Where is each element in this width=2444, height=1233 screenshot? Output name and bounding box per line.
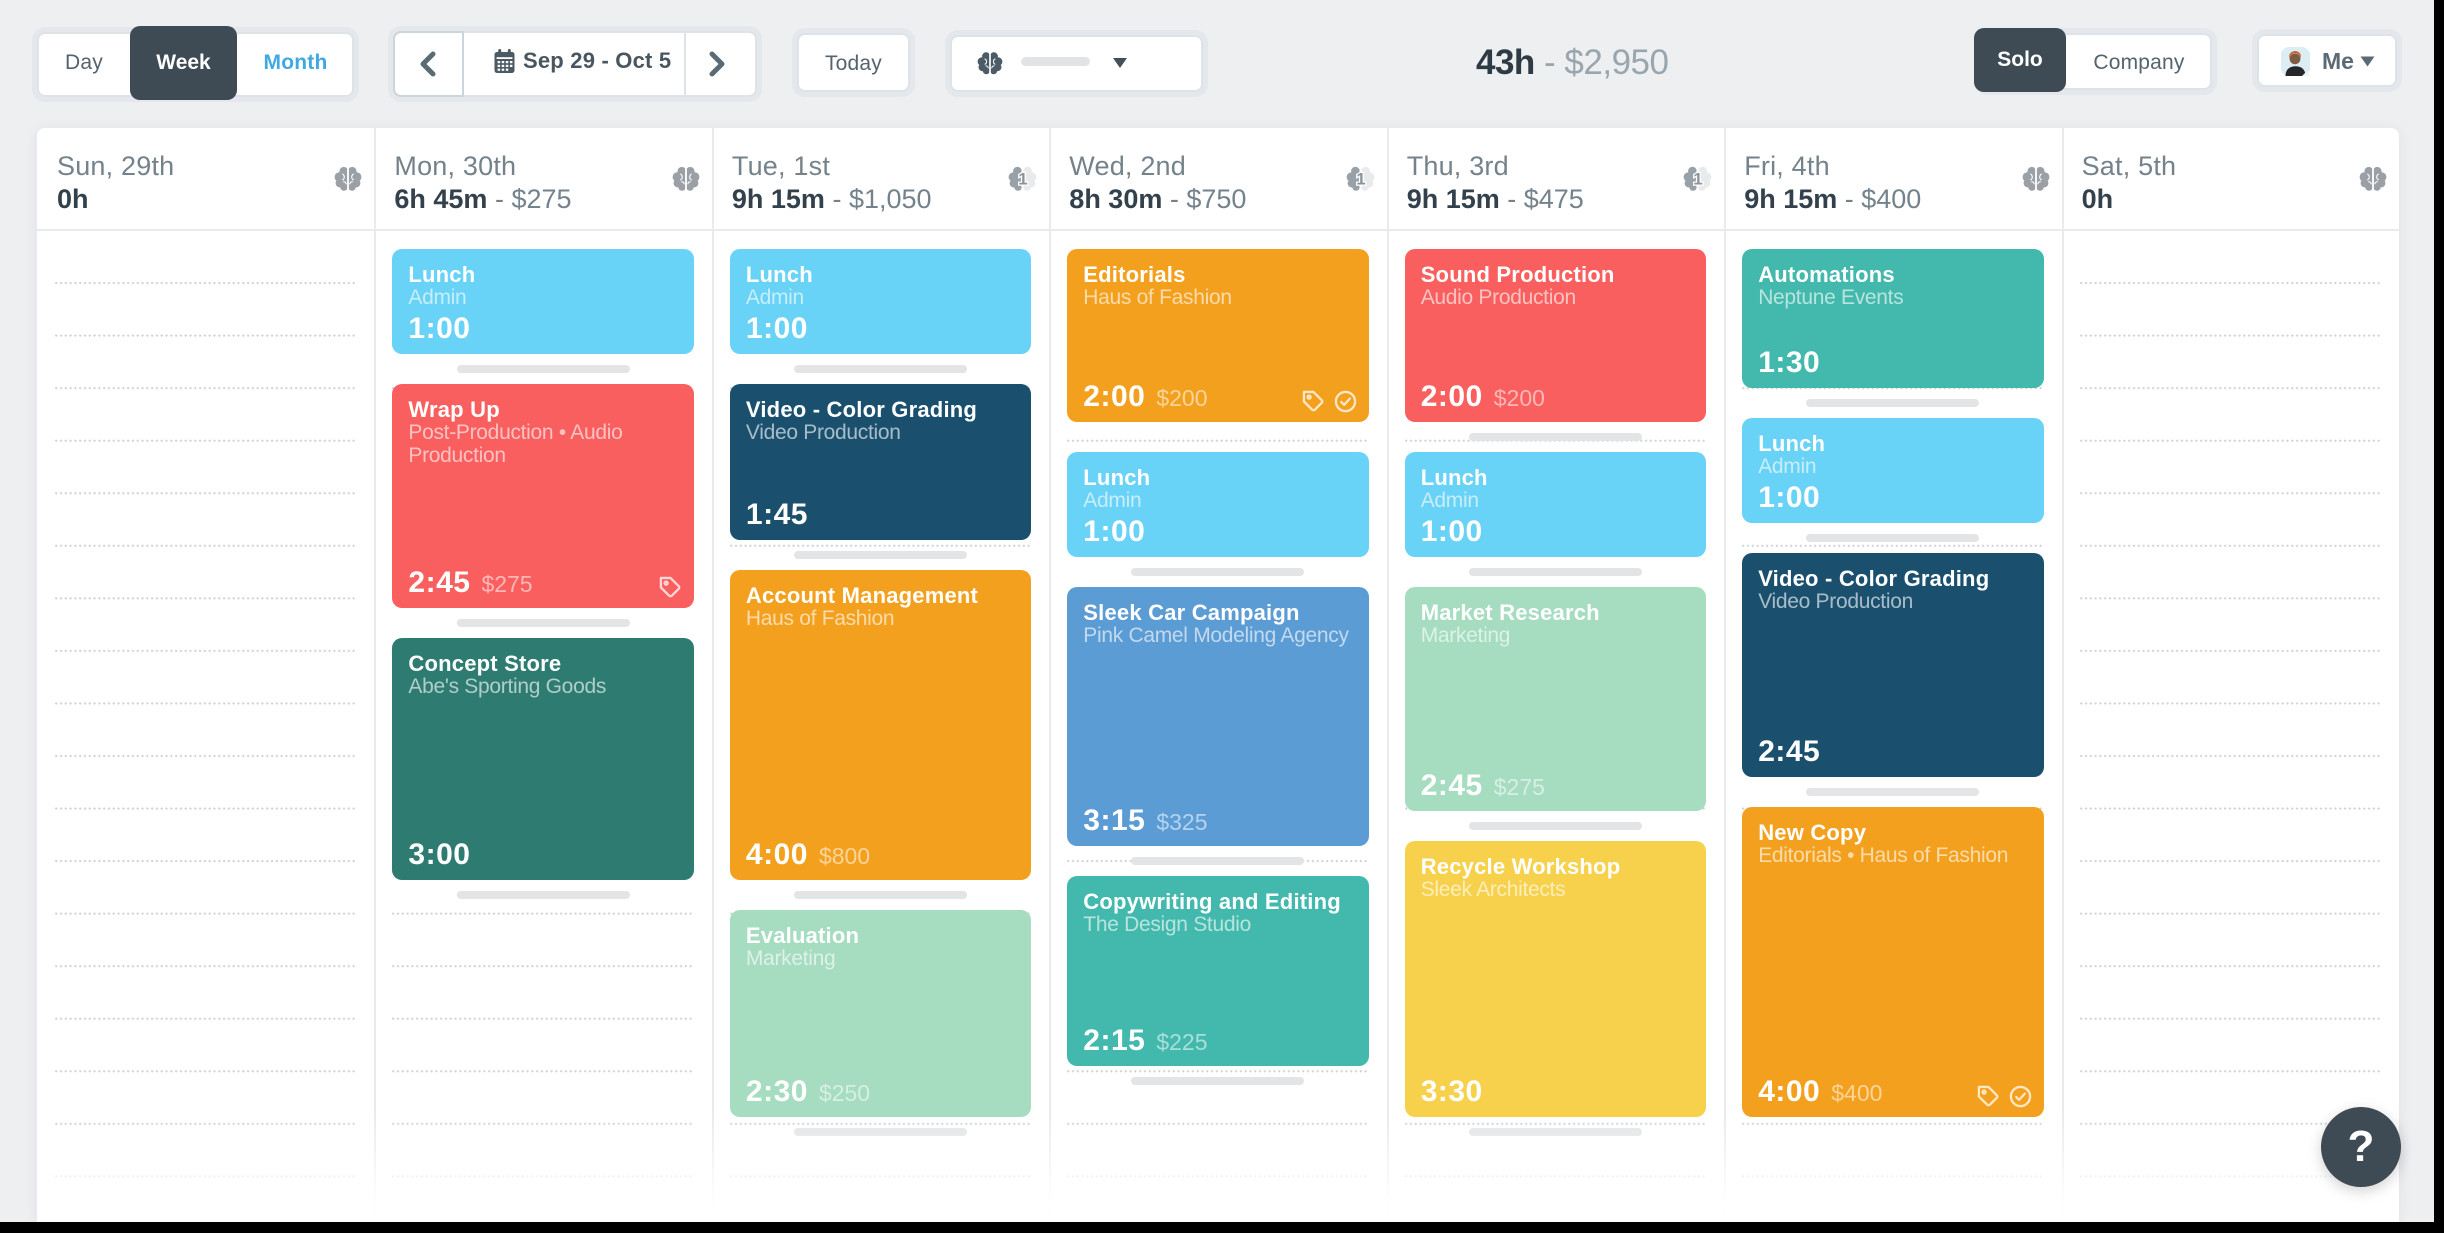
svg-text:1: 1: [1356, 170, 1365, 189]
svg-text:1: 1: [1019, 170, 1028, 189]
svg-text:1: 1: [1693, 170, 1702, 189]
